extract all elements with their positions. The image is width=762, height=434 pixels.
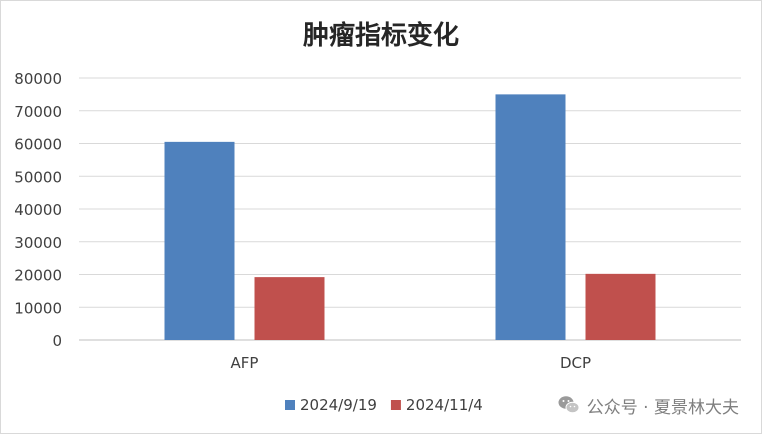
bar-afp-series-1 — [164, 141, 235, 340]
y-tick-label: 50000 — [14, 168, 62, 186]
y-tick-label: 40000 — [14, 201, 62, 219]
bar-dcp-series-1 — [495, 94, 566, 340]
y-tick-label: 80000 — [14, 70, 62, 88]
y-axis-tick-labels: 0 10000 20000 30000 40000 50000 60000 70000 8000… — [14, 70, 62, 350]
y-tick-label: 70000 — [14, 103, 62, 121]
y-tick-label: 30000 — [14, 234, 62, 252]
legend-swatch — [390, 400, 401, 410]
bars — [164, 94, 656, 340]
watermark: 公众号 · 夏景林大夫 — [557, 393, 739, 418]
y-tick-label: 0 — [52, 332, 62, 350]
legend-swatch — [285, 400, 295, 410]
y-tick-label: 10000 — [14, 299, 62, 317]
x-tick-label: DCP — [560, 354, 591, 372]
chart-title: 肿瘤指标变化 — [303, 20, 459, 51]
bar-dcp-series-2 — [585, 273, 656, 340]
y-tick-label: 20000 — [14, 267, 62, 285]
x-axis-tick-labels: AFP DCP — [231, 354, 592, 372]
legend-label: 2024/11/4 — [406, 396, 483, 414]
legend: 2024/9/19 2024/11/4 — [285, 396, 483, 414]
watermark-text: 公众号 · 夏景林大夫 — [586, 397, 739, 418]
x-tick-label: AFP — [231, 354, 259, 372]
y-tick-label: 60000 — [14, 136, 62, 154]
wechat-icon — [557, 393, 581, 417]
legend-label: 2024/9/19 — [300, 396, 377, 414]
bar-afp-series-2 — [254, 277, 325, 340]
